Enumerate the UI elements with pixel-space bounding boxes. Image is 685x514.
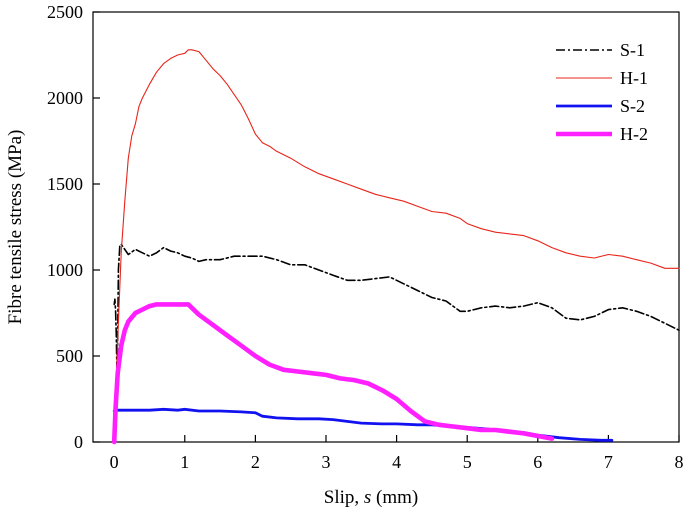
y-axis-label: Fibre tensile stress (MPa) bbox=[5, 130, 26, 325]
y-tick-label: 1500 bbox=[47, 174, 83, 194]
legend-label-s-2: S-2 bbox=[620, 96, 645, 116]
x-tick-label: 0 bbox=[110, 452, 119, 472]
x-tick-label: 6 bbox=[533, 452, 542, 472]
axis-ticks: 0 1 2 3 4 5 6 7 8 0 500 1000 1500 2000 2500 bbox=[47, 2, 684, 472]
x-tick-label: 1 bbox=[180, 452, 189, 472]
x-tick-label: 4 bbox=[392, 452, 401, 472]
legend-label-h-1: H-1 bbox=[620, 68, 648, 88]
x-tick-label: 2 bbox=[251, 452, 260, 472]
x-axis-label: Slip, s (mm) bbox=[324, 487, 419, 508]
x-axis-label-variable: s bbox=[364, 487, 371, 508]
series-line-h-2 bbox=[111, 302, 555, 445]
series-layer bbox=[111, 49, 680, 445]
y-tick-label: 2000 bbox=[47, 88, 83, 108]
x-tick-label: 5 bbox=[463, 452, 472, 472]
y-tick-label: 2500 bbox=[47, 2, 83, 22]
series-line-s-1 bbox=[113, 243, 680, 378]
y-tick-label: 1000 bbox=[47, 260, 83, 280]
x-tick-label: 8 bbox=[675, 452, 684, 472]
x-axis-label-text: Slip, bbox=[324, 487, 364, 508]
y-tick-label: 500 bbox=[56, 346, 83, 366]
legend-label-h-2: H-2 bbox=[620, 124, 648, 144]
plot-frame bbox=[92, 11, 680, 443]
legend-label-s-1: S-1 bbox=[620, 40, 645, 60]
x-axis-label-unit: (mm) bbox=[371, 487, 418, 508]
x-tick-label: 3 bbox=[321, 452, 330, 472]
legend: S-1 H-1 S-2 H-2 bbox=[556, 40, 648, 144]
y-tick-label: 0 bbox=[74, 432, 83, 452]
series-line-h-1 bbox=[113, 49, 680, 443]
x-tick-label: 7 bbox=[604, 452, 613, 472]
